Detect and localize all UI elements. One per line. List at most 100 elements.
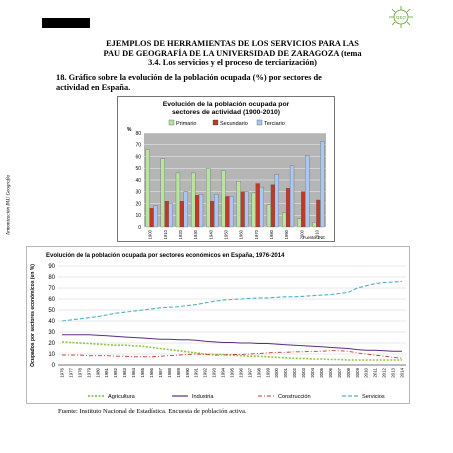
bar [179,201,185,228]
y-tick-label: 30 [48,330,55,336]
bar [240,191,245,228]
x-tick-label: 1992 [203,367,208,377]
x-tick-label: 1998 [256,367,261,377]
bar [214,193,219,228]
y-tick-label: 80 [48,275,55,281]
bar [153,205,158,228]
bar [285,188,291,228]
geo-logo: GEO [389,6,413,28]
question-line-1: 18. Gráfico sobre la evolución de la pob… [56,73,322,82]
sidebar-text: Armonización PAU Geografía [6,174,12,236]
x-tick-label: 1900 [148,229,153,239]
x-tick-label: 1980 [95,367,100,377]
y-tick-label: 0 [52,363,56,369]
x-tick-label: 2003 [301,367,306,377]
bar [297,218,302,228]
sidebar-caption: Armonización PAU Geografía [2,150,16,260]
chart-source: Fuente: INE [303,235,326,240]
x-tick-label: 2011 [373,367,378,377]
x-tick-label: 1980 [269,229,274,239]
x-tick-label: 2007 [337,367,342,377]
bar [289,165,295,228]
legend-label-1: Primario [176,121,196,127]
x-tick-label: 1995 [230,367,235,377]
bar [168,203,173,228]
bar [175,172,181,228]
x-tick-label: 2005 [319,367,324,377]
x-tick-label: 1982 [113,367,118,377]
bar [320,141,325,228]
title-line-3: 3.4. Los servicios y el proceso de terci… [148,58,317,68]
x-tick-label: 1985 [140,367,145,377]
x-tick-label: 1970 [254,229,259,239]
x-tick-label: 2013 [391,367,396,377]
y-tick-label: 50 [48,308,55,314]
bar [225,196,230,228]
bar [251,192,256,228]
x-tick-label: 1988 [167,367,172,377]
x-tick-label: 2000 [274,367,279,377]
series-line-4 [61,280,403,322]
legend-label-3: Construcción [278,394,311,400]
plot-area [58,266,406,365]
chart-title-line-1: Evolución de la población ocupada por [163,101,290,108]
bar [270,184,276,228]
series-line-1 [61,341,402,361]
source-note: Fuente: Instituto Nacional de Estadístic… [58,408,247,415]
bar [282,212,287,228]
redacted-block [42,18,90,28]
x-tick-label: 1989 [176,367,181,377]
legend-swatch-1 [168,119,175,126]
bar [305,155,310,228]
y-axis-label: Ocupados por sectores económicos (en %) [30,264,36,367]
x-tick-label: 1991 [194,367,199,377]
y-tick-label: 70 [135,143,141,149]
bar [206,168,211,228]
x-tick-label: 1981 [104,367,109,377]
x-tick-label: 2009 [355,367,360,377]
x-tick-label: 1983 [122,367,127,377]
question-heading: 18. Gráfico sobre la evolución de la pob… [56,73,406,92]
legend-label-3: Terciario [264,121,285,127]
bar [198,193,204,228]
y-tick-label: 60 [48,297,55,303]
bar [244,191,249,228]
legend-label-2: Secundario [220,121,248,127]
x-tick-label: 2000 [299,229,304,239]
x-tick-label: 2010 [364,367,369,377]
x-tick-label: 1994 [221,367,226,377]
y-tick-label: 60 [135,154,141,160]
x-tick-label: 1977 [68,367,73,377]
x-tick-label: 2004 [310,367,315,377]
bar [194,195,200,228]
y-tick-label: 40 [135,178,141,184]
x-tick-label: 1984 [131,367,136,377]
x-tick-label: 1976 [60,367,65,377]
bar [145,149,150,228]
bar [301,191,306,228]
x-tick-label: 1950 [223,229,228,239]
logo-text: GEO [396,15,407,20]
legend-swatch-2 [212,119,219,126]
bar [210,201,215,228]
x-tick-label: 1996 [238,367,243,377]
bar [274,174,279,228]
chart-title-line-2: sectores de actividad (1900-2010) [172,109,280,116]
legend-label-2: Industria [192,394,214,400]
y-tick-label: 50 [135,166,141,172]
x-tick-label: 1987 [158,367,163,377]
x-tick-label: 2001 [283,367,288,377]
x-tick-label: 1999 [265,367,270,377]
question-line-2: actividad en España. [56,82,131,92]
x-tick-label: 1978 [77,367,82,377]
page-title: EJEMPLOS DE HERRAMIENTAS DE LOS SERVICIO… [60,39,405,68]
y-unit: % [127,127,132,133]
y-tick-label: 30 [135,190,141,196]
bar [255,183,260,228]
x-tick-label: 1920 [178,229,183,239]
x-tick-label: 2010 [314,229,319,239]
x-tick-label: 2012 [382,367,387,377]
legend-label-1: Agricultura [108,394,136,400]
bar [266,204,272,228]
bar [191,172,196,228]
